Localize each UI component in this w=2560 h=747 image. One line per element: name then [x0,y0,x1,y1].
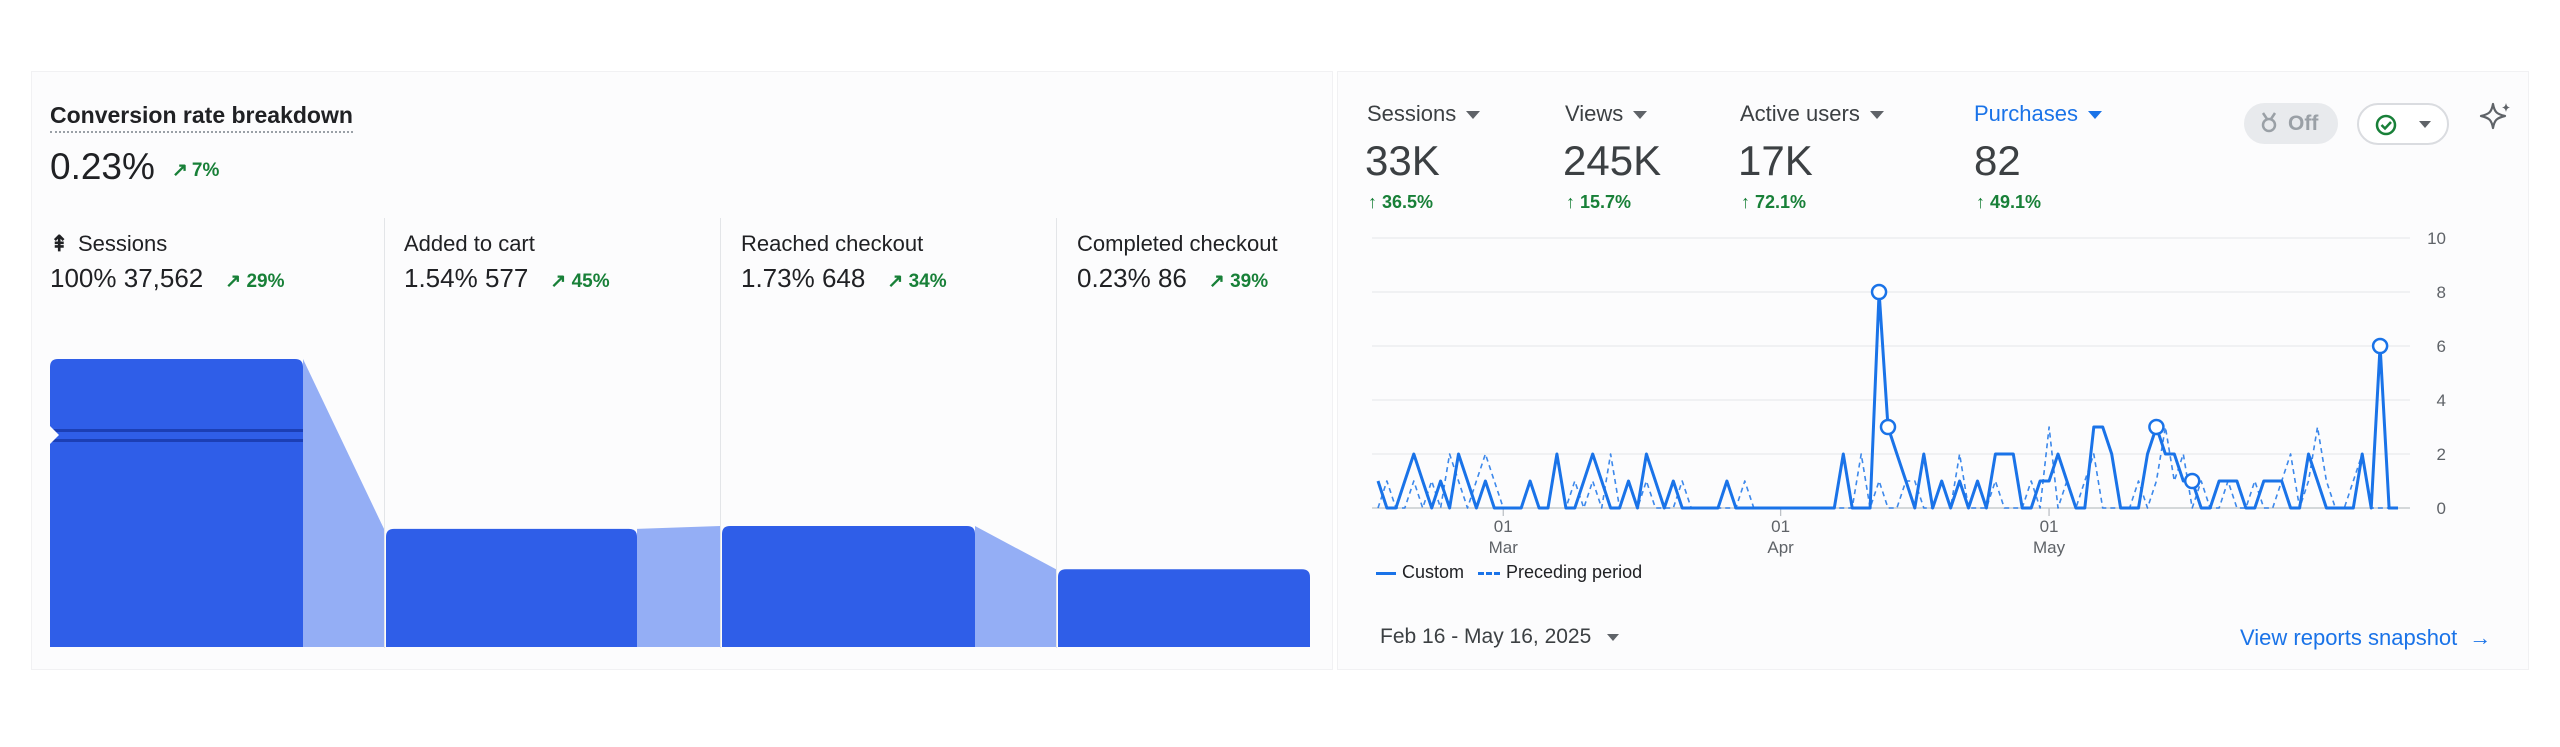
arrow-up-icon: ↑ [1741,192,1756,212]
metric-active-users-delta: ↑ 72.1% [1741,192,1807,212]
chevron-down-icon [2087,111,2102,120]
step-reached-checkout-values: 1.73% 648 ↗ 34% [741,263,947,293]
solid-line-legend-icon [1376,571,1396,575]
x-tick-month-label: May [2033,538,2066,557]
metric-sessions-delta: ↑ 36.5% [1368,192,1434,212]
x-tick-day-label: 01 [1771,517,1790,536]
x-tick-month-label: Mar [1489,538,1519,557]
step-divider [384,218,385,648]
metric-tab-active-users[interactable]: Active users [1740,101,1884,127]
step-sessions-values: 100% 37,562 ↗ 29% [50,263,285,293]
axis-break-line [50,429,303,432]
metric-views-delta: ↑ 15.7% [1566,192,1632,212]
conversion-rate-value: 0.23% [50,146,155,187]
step-divider [1056,218,1057,648]
step-completed-checkout-values: 0.23% 86 ↗ 39% [1077,263,1269,293]
funnel-bar [722,526,975,647]
chevron-down-icon [1466,111,1481,120]
funnel-title[interactable]: Conversion rate breakdown [50,102,353,133]
metric-tab-sessions[interactable]: Sessions [1367,101,1481,127]
arrow-up-icon: ↑ [1976,192,1991,212]
funnel-transition [303,359,384,647]
metric-purchases-value: 82 [1974,137,2021,184]
funnel-transition [637,526,720,647]
data-point-marker [2148,418,2165,436]
insights-toggle-button[interactable]: Off [2244,103,2338,144]
metric-tab-purchases[interactable]: Purchases [1974,101,2102,127]
arrow-right-icon: → [2469,625,2492,650]
step-completed-checkout-label: Completed checkout [1077,231,1278,256]
data-point-marker [2183,472,2201,490]
award-icon [2261,112,2277,133]
dashed-line-legend-icon [1478,571,1500,575]
series-line-preceding-period [1377,426,2398,509]
status-dropdown-button[interactable] [2357,103,2449,145]
arrow-up-right-icon: ↗ [172,160,188,181]
chevron-down-icon [1607,633,1620,641]
overview-card [1337,71,2529,670]
axis-break-notch [49,425,59,445]
y-tick-label: 10 [2427,229,2446,248]
metric-tab-views[interactable]: Views [1565,101,1648,127]
date-range-selector[interactable]: Feb 16 - May 16, 2025 [1380,625,1620,649]
arrow-up-right-icon: ↗ [225,271,247,292]
y-tick-label: 4 [2437,391,2446,410]
check-circle-icon [2375,114,2397,136]
arrow-up-icon: ↑ [1368,192,1383,212]
sessions-step-icon: ⇞ [50,231,69,256]
step-divider [720,218,721,648]
y-tick-label: 0 [2437,499,2446,518]
step-sessions-label: ⇞ Sessions [50,231,168,256]
data-point-marker [2371,337,2389,355]
x-tick-month-label: Apr [1767,538,1794,557]
arrow-up-right-icon: ↗ [550,271,572,292]
chevron-down-icon [2419,121,2431,128]
arrow-up-right-icon: ↗ [887,271,909,292]
metric-active-users-value: 17K [1738,137,1813,184]
funnel-transition [975,526,1056,647]
legend-custom[interactable]: Custom [1376,562,1464,583]
metric-views-value: 245K [1563,137,1662,184]
step-added-to-cart-label: Added to cart [404,231,535,256]
data-point-marker [1870,283,1888,301]
arrow-up-right-icon: ↗ [1208,271,1231,292]
funnel-bar [1058,569,1310,647]
axis-break-line [50,439,303,442]
view-reports-snapshot-link[interactable]: View reports snapshot → [2240,625,2492,650]
chevron-down-icon [1633,111,1648,120]
step-reached-checkout-label: Reached checkout [741,231,924,256]
y-tick-label: 6 [2437,337,2446,356]
conversion-rate-delta: ↗ 7% [172,160,220,181]
x-tick-day-label: 01 [1494,517,1513,536]
y-tick-label: 2 [2437,445,2446,464]
metric-purchases-delta: ↑ 49.1% [1976,192,2042,212]
metric-sessions-value: 33K [1365,137,1440,184]
data-point-marker [1879,418,1897,436]
step-added-to-cart-values: 1.54% 577 ↗ 45% [404,263,610,293]
arrow-up-icon: ↑ [1566,192,1581,212]
x-tick-day-label: 01 [2040,517,2059,536]
legend-preceding-period[interactable]: Preceding period [1478,562,1642,583]
y-tick-label: 8 [2437,283,2446,302]
chevron-down-icon [1869,111,1884,120]
funnel-bar [386,528,637,647]
sparkle-insights-icon[interactable] [2478,101,2514,137]
